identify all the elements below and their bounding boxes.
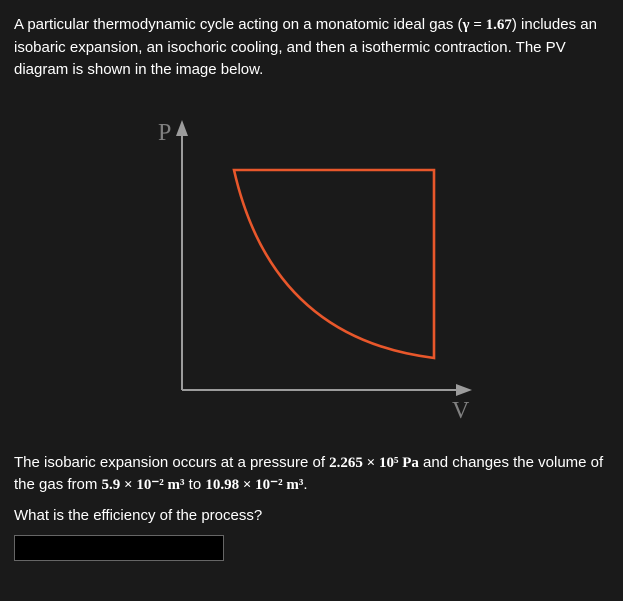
answer-input[interactable] [14, 535, 224, 561]
pv-diagram: P V [14, 100, 609, 430]
detail-end: . [303, 476, 307, 493]
x-axis-arrow [456, 384, 472, 396]
question-text: What is the efficiency of the process? [14, 505, 609, 528]
detail-to: to [185, 476, 206, 493]
vol1-val: 5.9 × 10⁻² m³ [102, 477, 185, 493]
vol2-val: 10.98 × 10⁻² m³ [205, 477, 303, 493]
cycle-path [234, 170, 434, 358]
problem-intro: A particular thermodynamic cycle acting … [14, 14, 609, 82]
intro-pre: A particular thermodynamic cycle acting … [14, 16, 463, 33]
y-axis-label: P [158, 120, 171, 146]
gamma-expr: γ = 1.67 [463, 17, 512, 33]
x-axis-label: V [452, 398, 470, 424]
pressure-val: 2.265 × 10⁵ Pa [329, 455, 419, 471]
y-axis-arrow [176, 120, 188, 136]
detail-pre: The isobaric expansion occurs at a press… [14, 454, 329, 471]
problem-detail: The isobaric expansion occurs at a press… [14, 452, 609, 497]
answer-row [14, 535, 609, 561]
pv-diagram-svg: P V [132, 100, 492, 430]
